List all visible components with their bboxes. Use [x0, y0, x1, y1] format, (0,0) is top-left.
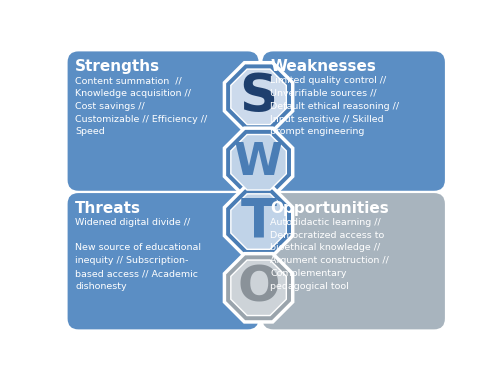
Text: Threats: Threats — [76, 201, 142, 216]
FancyBboxPatch shape — [262, 51, 445, 191]
Polygon shape — [230, 193, 287, 250]
Polygon shape — [224, 187, 292, 256]
Polygon shape — [224, 254, 292, 322]
Polygon shape — [224, 128, 292, 196]
FancyBboxPatch shape — [68, 51, 258, 191]
Text: Strengths: Strengths — [76, 59, 160, 74]
Text: T: T — [240, 196, 276, 248]
Polygon shape — [224, 254, 292, 322]
Polygon shape — [224, 187, 292, 256]
Text: Limited quality control //
Unverifiable sources //
Default ethical reasoning //
: Limited quality control // Unverifiable … — [270, 76, 399, 136]
Polygon shape — [232, 135, 285, 189]
Text: Widened digital divide //

New source of educational
inequity // Subscription-
b: Widened digital divide // New source of … — [76, 218, 202, 291]
Text: O: O — [238, 264, 280, 312]
Polygon shape — [224, 63, 292, 131]
Text: Weaknesses: Weaknesses — [270, 59, 376, 74]
Polygon shape — [232, 261, 285, 315]
Text: Content summation  //
Knowledge acquisition //
Cost savings //
Customizable // E: Content summation // Knowledge acquisiti… — [76, 76, 208, 136]
Polygon shape — [230, 259, 287, 316]
FancyBboxPatch shape — [262, 193, 445, 329]
Text: S: S — [240, 71, 278, 123]
Text: W: W — [234, 141, 283, 184]
Polygon shape — [232, 70, 285, 124]
Polygon shape — [232, 195, 285, 248]
Polygon shape — [224, 63, 292, 131]
Polygon shape — [224, 128, 292, 196]
Text: Autodidactic learning //
Democratized access to
bioethical knowledge //
Argument: Autodidactic learning // Democratized ac… — [270, 218, 389, 291]
Text: Opportunities: Opportunities — [270, 201, 389, 216]
Polygon shape — [230, 68, 287, 125]
FancyBboxPatch shape — [68, 193, 258, 329]
Polygon shape — [230, 134, 287, 191]
